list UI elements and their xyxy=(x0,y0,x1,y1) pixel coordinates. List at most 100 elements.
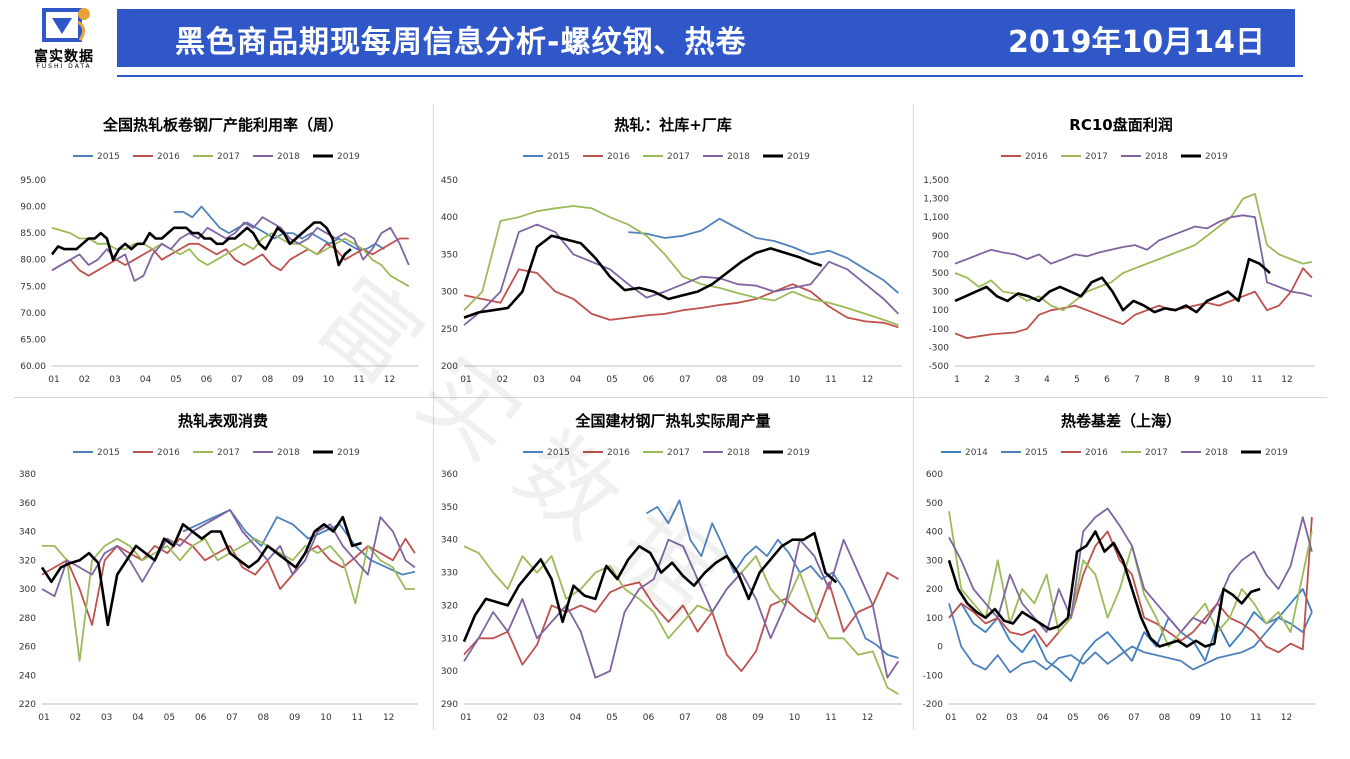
legend-label: 2015 xyxy=(547,448,570,458)
x-tick-label: 08 xyxy=(258,713,270,723)
chart-panel-hrc-weekly-output: 全国建材钢厂热轧实际周产量 2015 2016 2017 2018 2019 290 300 3… xyxy=(434,400,912,730)
y-tick-label: 400 xyxy=(441,213,458,223)
chart-title: 热卷基差（上海） xyxy=(1061,412,1181,430)
x-tick-label: 07 xyxy=(679,375,690,385)
x-tick-label: 07 xyxy=(1128,713,1139,723)
x-tick-label: 04 xyxy=(570,713,582,723)
y-tick-label: 1,500 xyxy=(923,176,949,186)
x-tick-label: 11 xyxy=(352,713,363,723)
y-tick-label: 95.00 xyxy=(20,176,46,186)
series-line-2018 xyxy=(463,223,900,326)
x-tick-label: 03 xyxy=(101,713,112,723)
legend-label: 2019 xyxy=(787,448,810,458)
x-tick-label: 08 xyxy=(716,713,728,723)
legend-label: 2019 xyxy=(787,152,810,162)
series-line-2016 xyxy=(463,571,899,673)
legend-label: 2016 xyxy=(607,448,630,458)
y-tick-label: 400 xyxy=(926,528,943,538)
x-tick-label: 12 xyxy=(862,713,873,723)
x-tick-label: 3 xyxy=(1014,375,1020,385)
x-tick-label: 07 xyxy=(679,713,690,723)
y-tick-label: 290 xyxy=(441,700,458,710)
y-tick-label: 100 xyxy=(932,306,949,316)
series-line-2016 xyxy=(41,537,416,626)
header-rule xyxy=(117,75,1303,77)
x-tick-label: 12 xyxy=(384,375,395,385)
chart-title: 热轧表观消费 xyxy=(178,412,268,430)
series-line-2019 xyxy=(463,234,823,319)
legend-label: 2018 xyxy=(277,448,300,458)
y-tick-label: 65.00 xyxy=(20,335,46,345)
y-tick-label: 450 xyxy=(441,176,458,186)
y-tick-label: 200 xyxy=(441,362,458,372)
legend-label: 2014 xyxy=(965,448,988,458)
series-line-2017 xyxy=(948,511,1313,648)
legend-label: 2017 xyxy=(1145,448,1168,458)
x-tick-label: 11 xyxy=(825,713,836,723)
legend-label: 2019 xyxy=(337,448,360,458)
y-tick-label: 360 xyxy=(441,470,458,480)
x-tick-label: 11 xyxy=(825,375,836,385)
chart-panel-hrc-basis-shanghai: 热卷基差（上海） 2014 2015 2016 2017 2018 2019 -200 -100… xyxy=(915,400,1327,730)
series-line-2017 xyxy=(463,205,899,326)
x-tick-label: 10 xyxy=(789,375,801,385)
chart-panel-hrc-consumption: 热轧表观消费 2015 2016 2017 2018 2019 220 240 260 280 30… xyxy=(14,400,432,730)
legend-label: 2019 xyxy=(337,152,360,162)
x-tick-label: 12 xyxy=(383,713,394,723)
y-tick-label: 100 xyxy=(926,614,943,624)
x-tick-label: 06 xyxy=(195,713,207,723)
chart-title: RC10盘面利润 xyxy=(1069,116,1172,134)
y-tick-label: 340 xyxy=(441,536,458,546)
x-tick-label: 11 xyxy=(1250,713,1261,723)
x-tick-label: 04 xyxy=(132,713,144,723)
logo: 富实数据 FUSHI DATA xyxy=(14,6,114,70)
x-tick-label: 04 xyxy=(570,375,582,385)
y-tick-label: -100 xyxy=(923,671,944,681)
divider xyxy=(433,104,434,730)
series-line-2018 xyxy=(954,214,1313,298)
y-tick-label: 310 xyxy=(441,634,458,644)
chart-svg: 热卷基差（上海） 2014 2015 2016 2017 2018 2019 -200 -100… xyxy=(923,412,1315,723)
legend-label: 2018 xyxy=(727,448,750,458)
x-tick-label: 10 xyxy=(789,713,801,723)
x-tick-label: 07 xyxy=(231,375,242,385)
x-tick-label: 03 xyxy=(533,375,544,385)
series-line-2017 xyxy=(463,545,899,695)
x-tick-label: 02 xyxy=(70,713,81,723)
legend-label: 2017 xyxy=(1085,152,1108,162)
x-tick-label: 06 xyxy=(643,713,655,723)
x-tick-label: 9 xyxy=(1194,375,1200,385)
chart-panel-rc10-profit: RC10盘面利润 2016 2017 2018 2019 -500 -300 -100 100 3… xyxy=(915,104,1327,396)
legend-label: 2019 xyxy=(1265,448,1288,458)
y-tick-label: 220 xyxy=(19,700,36,710)
y-tick-label: 320 xyxy=(441,601,458,611)
x-tick-label: 01 xyxy=(48,375,59,385)
series-line-2016 xyxy=(948,517,1313,654)
series-line-2014 xyxy=(948,588,1313,682)
series-line-2019 xyxy=(462,531,838,643)
x-tick-label: 06 xyxy=(643,375,655,385)
legend-label: 2015 xyxy=(97,448,120,458)
legend-label: 2017 xyxy=(667,152,690,162)
legend-label: 2018 xyxy=(277,152,300,162)
legend-label: 2016 xyxy=(157,448,180,458)
legend-label: 2018 xyxy=(727,152,750,162)
x-tick-label: 01 xyxy=(460,713,471,723)
x-tick-label: 02 xyxy=(497,375,508,385)
legend-label: 2016 xyxy=(1085,448,1108,458)
y-tick-label: 250 xyxy=(441,325,458,335)
x-tick-label: 03 xyxy=(1006,713,1017,723)
y-tick-label: 300 xyxy=(441,288,458,298)
logo-subtitle: FUSHI DATA xyxy=(36,63,92,70)
legend-label: 2017 xyxy=(217,152,240,162)
legend-label: 2015 xyxy=(1025,448,1048,458)
x-tick-label: 01 xyxy=(38,713,49,723)
y-tick-label: 260 xyxy=(19,643,36,653)
y-tick-label: 350 xyxy=(441,503,458,513)
x-tick-label: 05 xyxy=(164,713,175,723)
x-tick-label: 08 xyxy=(262,375,274,385)
series-line-2018 xyxy=(463,538,900,679)
y-tick-label: 280 xyxy=(19,614,36,624)
logo-name: 富实数据 xyxy=(34,49,94,65)
series-line-2017 xyxy=(51,226,410,288)
